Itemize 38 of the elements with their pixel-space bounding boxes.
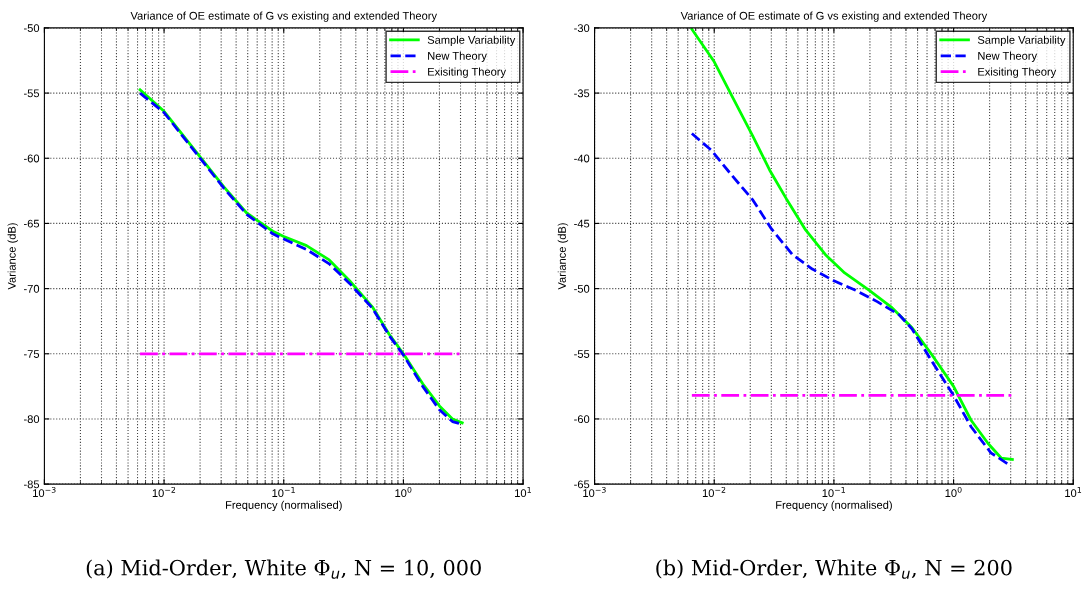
y-tick-label: -40	[574, 154, 590, 163]
x-tick-label: 10$^{−1}$	[272, 487, 295, 498]
y-tick-label: -55	[574, 350, 590, 358]
y-axis-title: Variance (dB)	[557, 223, 569, 290]
legend-label: New Theory	[978, 51, 1038, 62]
y-tick-label: -70	[23, 284, 40, 293]
y-tick-label: -50	[23, 24, 40, 33]
y-tick-label: -75	[23, 350, 40, 358]
y-tick-label: -45	[574, 219, 590, 228]
chart-title: Variance of OE estimate of G vs existing and extended Theory	[130, 11, 438, 22]
legend-label: New Theory	[428, 51, 487, 62]
x-tick-label: 10$^{1}$	[1065, 487, 1082, 498]
x-tick-label: 10$^{0}$	[395, 486, 412, 498]
y-tick-label: -50	[574, 284, 590, 293]
chart-title: Variance of OE estimate of G vs existing and extended Theory	[680, 11, 988, 22]
y-axis-title: Variance (dB)	[7, 223, 18, 290]
x-tick-label: 10$^{−2}$	[152, 486, 176, 498]
y-tick-label: -85	[23, 480, 40, 489]
x-tick-label: 10$^{1}$	[515, 487, 531, 498]
y-tick-label: -60	[23, 154, 40, 163]
y-tick-label: -35	[574, 89, 590, 98]
legend-label: Sample Variability	[977, 35, 1066, 47]
y-tick-label: -80	[23, 415, 40, 424]
x-tick-label: 10$^{−1}$	[822, 487, 845, 498]
x-axis-title: Frequency (normalised)	[226, 500, 342, 512]
y-tick-label: -60	[574, 415, 590, 424]
x-axis-title: Frequency (normalised)	[776, 500, 892, 512]
y-tick-label: -30	[574, 24, 590, 33]
text: (a) Mid-Order, White Φ$_{u}$, N = 10, 000	[86, 559, 481, 579]
legend-label: Sample Variability	[427, 35, 516, 47]
text: (b) Mid-Order, White Φ$_{u}$, N = 200	[656, 559, 1012, 579]
legend-label: Exisiting Theory	[978, 67, 1057, 78]
y-tick-label: -65	[23, 219, 40, 228]
y-tick-label: -65	[574, 480, 590, 489]
x-tick-label: 10$^{0}$	[945, 486, 962, 498]
legend-label: Exisiting Theory	[428, 67, 507, 78]
x-tick-label: 10$^{−2}$	[702, 486, 726, 498]
y-tick-label: -55	[23, 89, 40, 98]
